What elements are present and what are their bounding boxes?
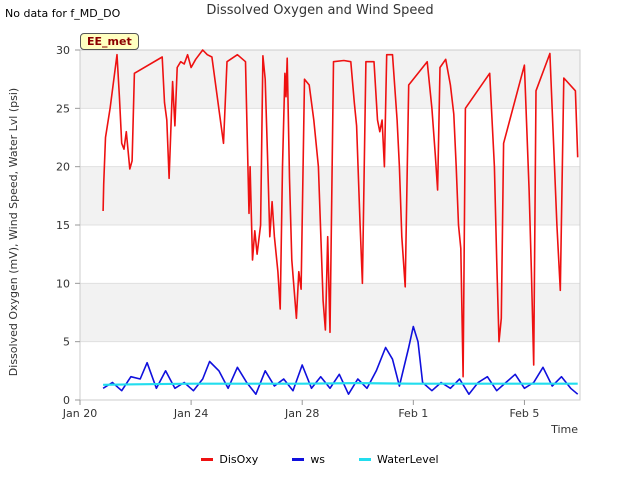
- y-axis: 0 5 10 15 20 25 30: [56, 44, 80, 407]
- y-tick-label: 15: [56, 219, 70, 232]
- legend-item-disoxy: DisOxy: [201, 453, 258, 466]
- x-tick-label: Jan 24: [173, 407, 208, 420]
- legend-label: ws: [310, 453, 326, 466]
- y-tick-label: 10: [56, 277, 70, 290]
- legend-label: DisOxy: [219, 453, 259, 466]
- legend: DisOxy ws WaterLevel: [0, 453, 640, 466]
- x-tick-label: Jan 28: [284, 407, 319, 420]
- series-line-waterlevel: [103, 382, 578, 386]
- y-tick-label: 25: [56, 102, 70, 115]
- y-tick-label: 20: [56, 161, 70, 174]
- y-tick-label: 5: [63, 336, 70, 349]
- legend-swatch: [359, 458, 372, 461]
- y-tick-label: 0: [63, 394, 70, 407]
- no-data-note: No data for f_MD_DO: [5, 7, 121, 20]
- site-badge: EE_met: [80, 33, 139, 50]
- x-tick-label: Jan 20: [62, 407, 97, 420]
- x-axis-label: Time: [550, 423, 578, 436]
- x-tick-label: Feb 5: [509, 407, 539, 420]
- legend-item-ws: ws: [292, 453, 325, 466]
- legend-swatch: [292, 458, 305, 461]
- x-axis: Jan 20 Jan 24 Jan 28 Feb 1 Feb 5: [62, 400, 539, 420]
- plot-background: [80, 49, 580, 401]
- series-line-ws: [102, 325, 579, 395]
- legend-swatch: [201, 458, 214, 461]
- x-tick-label: Feb 1: [398, 407, 428, 420]
- series-line-disoxy: [102, 49, 579, 378]
- y-tick-label: 30: [56, 44, 70, 57]
- chart-title: Dissolved Oxygen and Wind Speed: [206, 3, 434, 18]
- series-layer: [102, 49, 579, 395]
- y-axis-label: Dissolved Oxygen (mV), Wind Speed, Water…: [7, 88, 20, 376]
- legend-label: WaterLevel: [377, 453, 439, 466]
- legend-item-waterlevel: WaterLevel: [359, 453, 439, 466]
